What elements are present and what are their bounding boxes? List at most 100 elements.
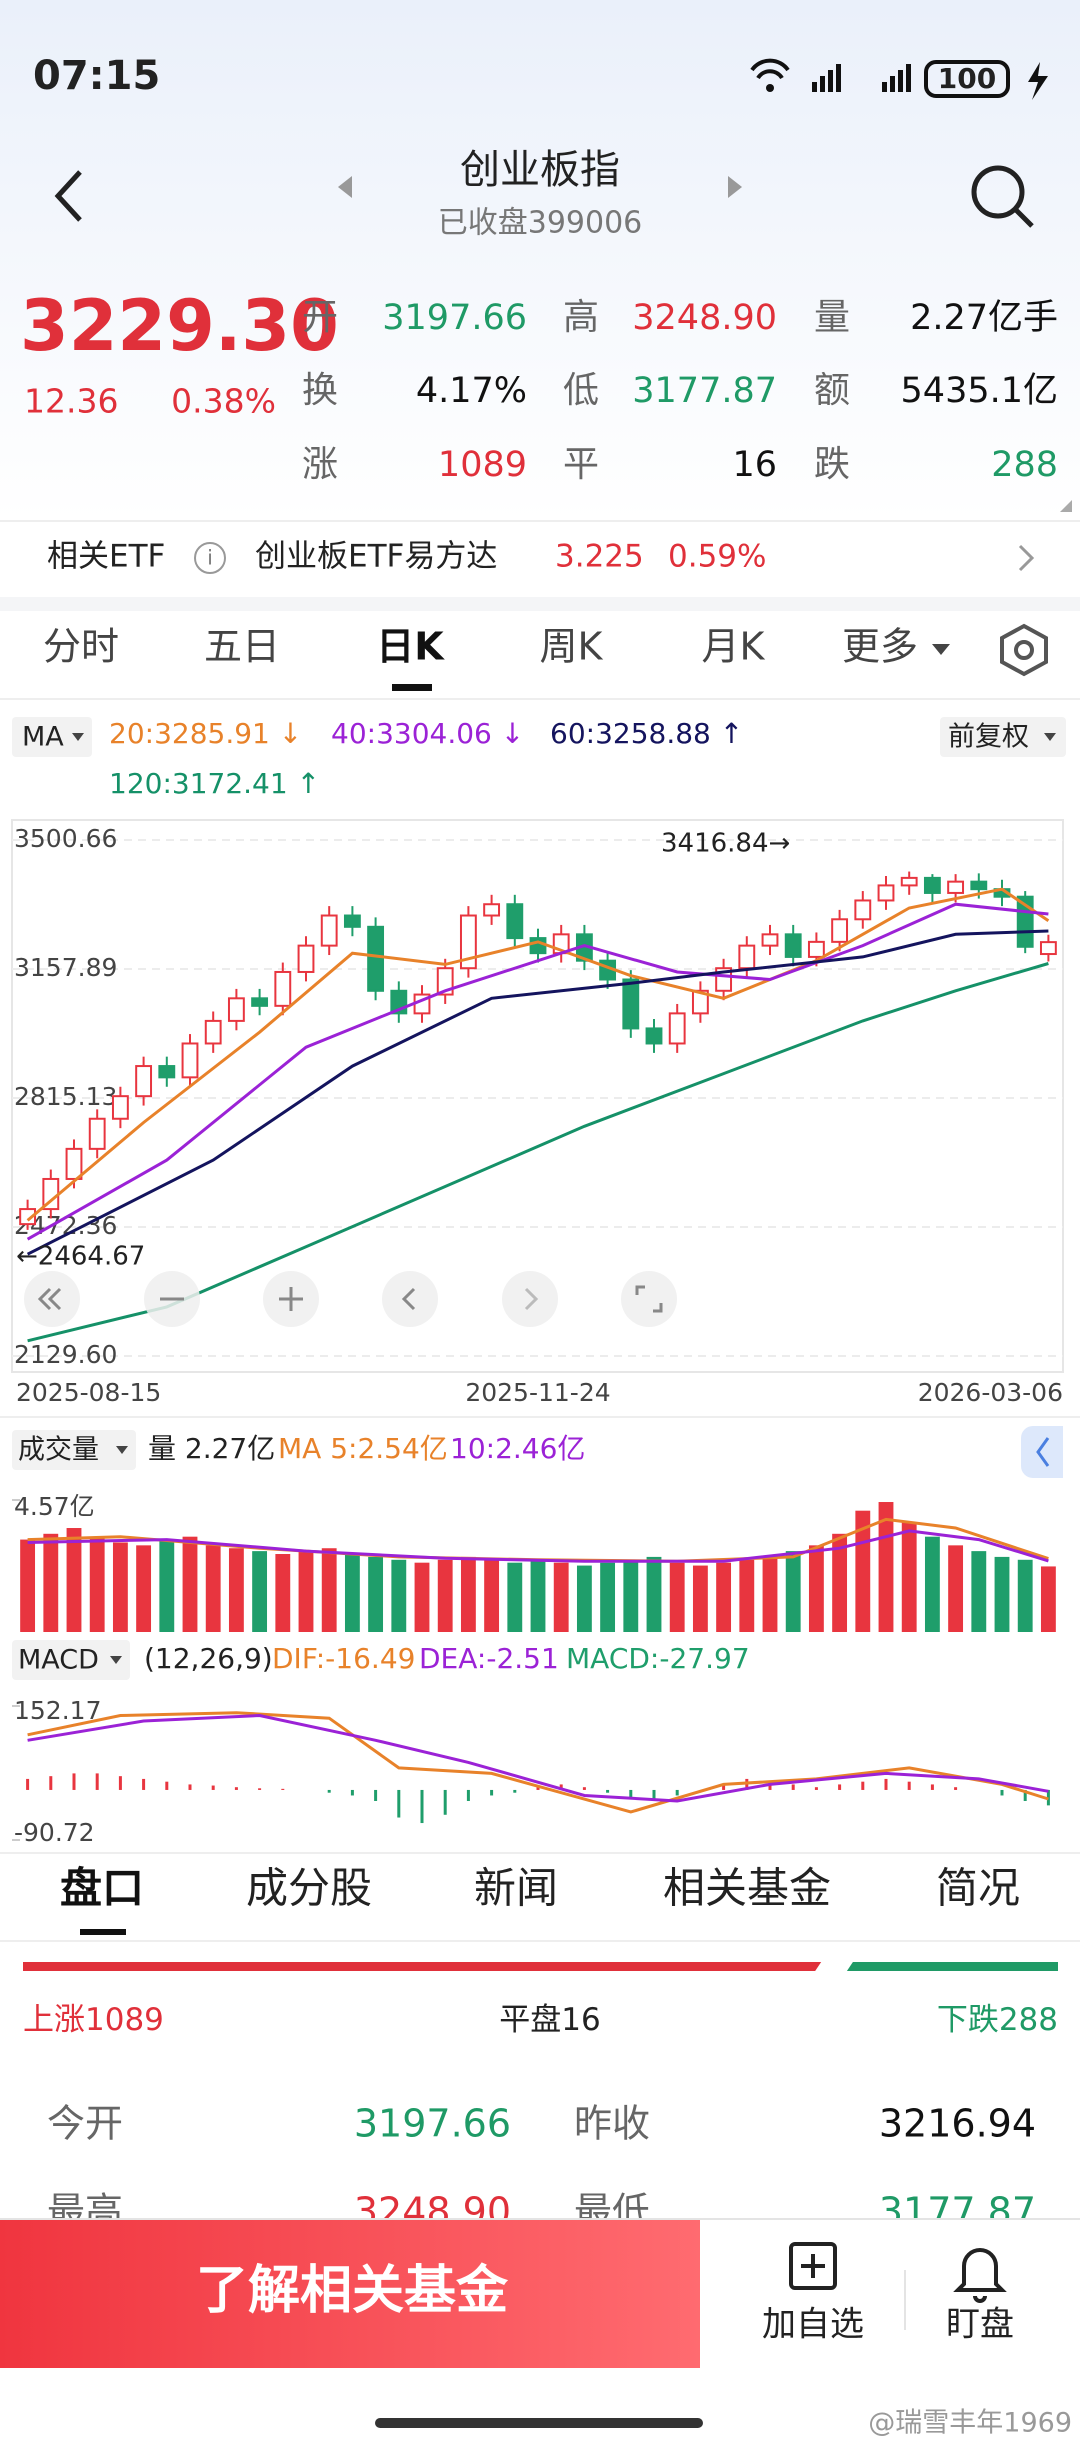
collapse-tab[interactable]	[1021, 1426, 1063, 1478]
stat-label: 量	[814, 297, 850, 338]
volume-bar	[414, 1562, 430, 1632]
action-label: 加自选	[762, 2305, 864, 2345]
candle-body	[483, 903, 501, 917]
candle-body	[947, 880, 965, 894]
last-price: 3229.30	[20, 285, 339, 367]
etf-row[interactable]: 相关ETF i 创业板ETF易方达 3.225 0.59%	[47, 539, 1035, 575]
candle-body	[459, 914, 477, 970]
volume-bar	[808, 1545, 824, 1632]
candle-body	[668, 1012, 686, 1045]
chevron	[1018, 544, 1035, 572]
volume-bar	[275, 1554, 291, 1632]
etf-change: 0.59%	[668, 539, 766, 575]
volume-bar	[484, 1559, 500, 1632]
stat-label: 涨	[302, 444, 338, 485]
stat-label: 换	[302, 370, 338, 411]
breadth-up-bar	[23, 1962, 822, 1971]
macd-params: (12,26,9)	[144, 1642, 273, 1675]
back-button[interactable]	[54, 170, 82, 222]
plus-glyph	[801, 2254, 825, 2278]
breadth-up: 上涨1089	[23, 2002, 164, 2038]
volume-bar	[321, 1548, 337, 1632]
y-tick-label: 2129.60	[14, 1340, 117, 1369]
period-tab[interactable]: 五日	[204, 625, 280, 669]
info-tab[interactable]: 新闻	[474, 1864, 558, 1913]
y-tick-label: 2815.13	[14, 1082, 117, 1111]
period-tab[interactable]: 月K	[702, 625, 766, 669]
candle-body	[506, 903, 524, 940]
stat-value: 288	[991, 445, 1058, 485]
cta-label: 了解相关基金	[196, 2261, 509, 2321]
control-button[interactable]	[502, 1271, 558, 1327]
volume-text: 量 2.27亿	[148, 1432, 275, 1465]
ma-selector-label: MA	[22, 722, 64, 753]
battery-level: 100	[938, 62, 996, 95]
search-button[interactable]	[971, 165, 1034, 228]
adjust-selector[interactable]	[940, 717, 1066, 757]
volume-bar	[20, 1539, 36, 1632]
divider	[0, 520, 1080, 522]
candle-body	[65, 1147, 83, 1180]
next-index[interactable]	[728, 176, 742, 198]
volume-bar	[994, 1556, 1010, 1632]
volume-bar	[368, 1556, 384, 1632]
ma-selector[interactable]	[12, 717, 92, 757]
info-tab-active[interactable]: 盘口	[60, 1864, 144, 1913]
y-tick-label: 3500.66	[14, 824, 117, 853]
volume-selector[interactable]	[12, 1430, 136, 1470]
volume-bar	[391, 1559, 407, 1632]
home-indicator	[375, 2418, 703, 2428]
macd-selector[interactable]	[12, 1640, 130, 1680]
period-tab[interactable]: 更多	[842, 625, 918, 669]
cta-button[interactable]	[0, 2220, 700, 2368]
macd-legend: MACD:-27.97	[566, 1642, 750, 1675]
control-button[interactable]	[382, 1271, 438, 1327]
stat-value: 1089	[438, 445, 527, 485]
ma-line	[27, 1529, 1049, 1563]
breadth-down-bar	[846, 1962, 1058, 1971]
watermark: @瑞雪丰年1969	[868, 2408, 1072, 2439]
action-label: 盯盘	[946, 2305, 1014, 2345]
stat-value: 2.27亿手	[910, 298, 1058, 338]
volume-bar	[971, 1551, 987, 1632]
info-tab[interactable]: 简况	[936, 1864, 1020, 1913]
candle-body	[227, 997, 245, 1022]
volume-bar	[692, 1565, 708, 1632]
status-time: 07:15	[33, 53, 160, 99]
volume-bar	[901, 1522, 917, 1632]
breadth-down-label: 下跌	[937, 2002, 999, 2038]
divider	[0, 1416, 1080, 1418]
ma-legend: 60:3258.88 ↑	[550, 717, 743, 750]
period-tab[interactable]: 分时	[43, 625, 119, 669]
ma-legend: 120:3172.41 ↑	[109, 767, 320, 800]
prev-index[interactable]	[338, 176, 352, 198]
price-change: 12.36	[24, 382, 118, 421]
watchlist-button[interactable]: 加自选	[762, 2242, 864, 2345]
candle-body	[622, 978, 640, 1030]
candle-body	[761, 933, 779, 947]
watch-button[interactable]: 盯盘	[946, 2248, 1014, 2345]
detail-value: 3197.66	[354, 2102, 511, 2146]
candle-body	[877, 884, 895, 902]
page-subtitle: 已收盘399006	[438, 206, 643, 241]
candle-body	[645, 1027, 663, 1045]
period-tab[interactable]: 周K	[540, 625, 604, 669]
period-tab-active[interactable]: 日K	[376, 625, 445, 669]
stat-value: 5435.1亿	[901, 371, 1058, 411]
footer-border	[0, 2218, 1080, 2220]
breadth-down: 下跌288	[937, 2002, 1058, 2038]
control-button[interactable]	[621, 1271, 677, 1327]
divider	[904, 2270, 906, 2330]
settings-button[interactable]	[1000, 623, 1048, 677]
etf-price: 3.225	[555, 539, 644, 575]
volume-bar	[785, 1551, 801, 1632]
info-tab[interactable]: 相关基金	[663, 1864, 831, 1913]
ma-line	[27, 1713, 1049, 1803]
volume-bar	[43, 1533, 59, 1632]
info-tab[interactable]: 成分股	[246, 1864, 372, 1913]
divider	[0, 698, 1080, 700]
x-tick-label: 2026-03-06	[918, 1378, 1063, 1407]
candle-body	[320, 914, 338, 947]
expand-corner[interactable]	[1060, 500, 1072, 512]
info-icon[interactable]	[194, 542, 226, 574]
